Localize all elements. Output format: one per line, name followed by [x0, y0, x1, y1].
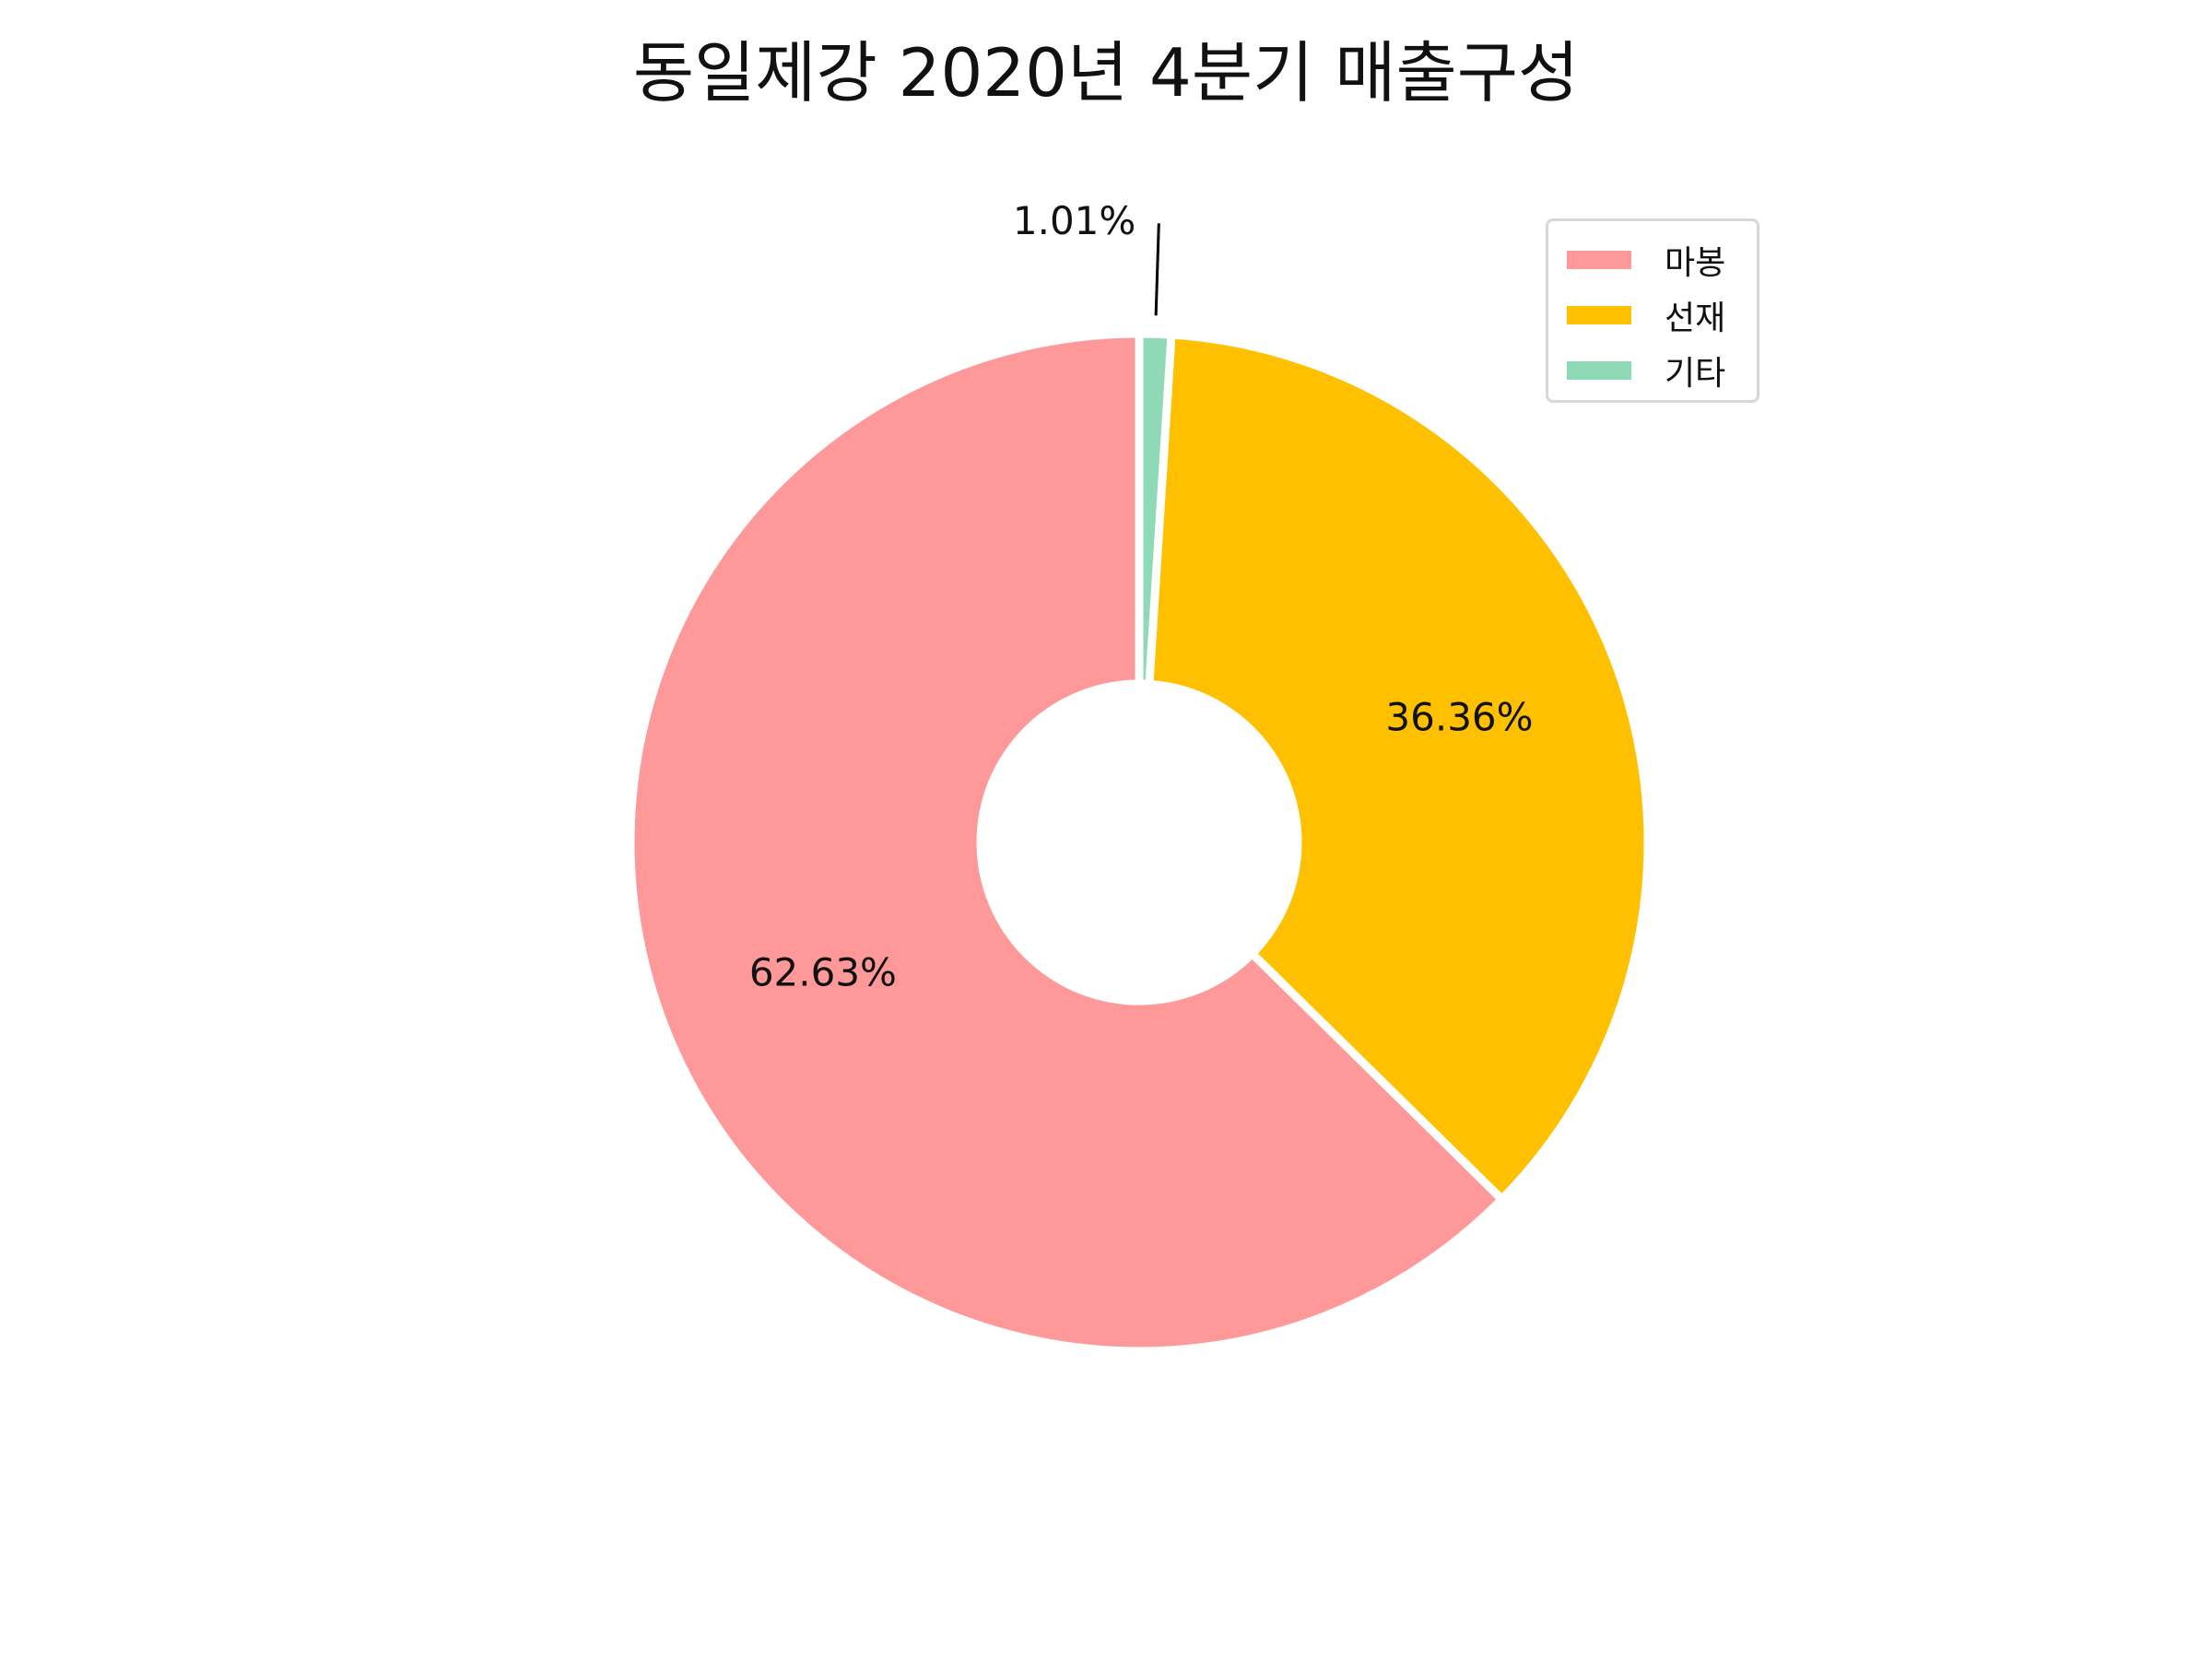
legend-label-2: 기타	[1665, 355, 1726, 393]
data-label-0: 62.63%	[749, 949, 897, 994]
legend-swatch-1	[1567, 306, 1631, 324]
chart-title: 동일제강 2020년 4분기 매출구성	[632, 34, 1580, 112]
legend-swatch-0	[1567, 251, 1631, 269]
legend-swatch-2	[1567, 361, 1631, 380]
legend-label-1: 선재	[1665, 300, 1726, 337]
legend-item-0: 마봉	[1567, 241, 1725, 282]
legend-label-0: 마봉	[1665, 244, 1726, 282]
legend: 마봉 선재 기타	[1546, 218, 1759, 403]
slice-1	[1145, 330, 1653, 1206]
data-label-2: 1.01%	[1013, 198, 1135, 243]
leader-line-2	[1154, 223, 1160, 316]
data-label-1: 36.36%	[1385, 695, 1533, 740]
legend-item-2: 기타	[1567, 352, 1725, 393]
legend-item-1: 선재	[1567, 297, 1725, 337]
slice-2	[1135, 329, 1176, 689]
slice-0	[626, 329, 1508, 1356]
